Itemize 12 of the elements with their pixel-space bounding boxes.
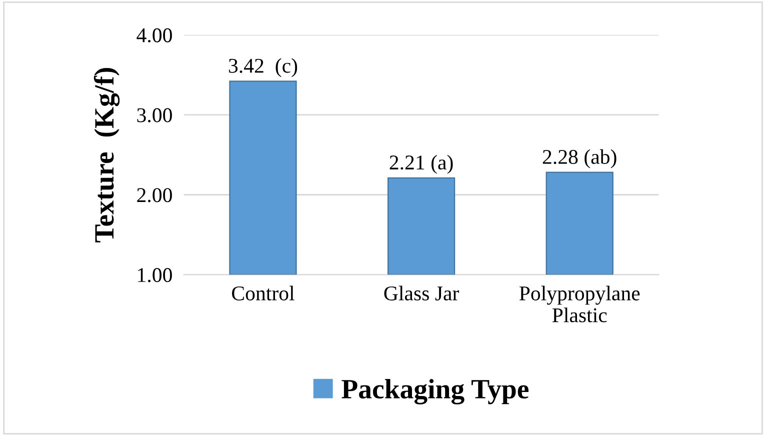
- data-label: 2.28 (ab): [542, 149, 616, 168]
- y-tick-label: 3.00: [137, 108, 172, 122]
- x-tick-label: Control: [232, 286, 294, 300]
- data-label: 3.42 (c): [228, 58, 298, 78]
- y-tick-label: 2.00: [137, 188, 172, 202]
- x-tick-label: Glass Jar: [384, 286, 460, 300]
- x-tick-label: Polypropylane Plastic: [519, 286, 640, 322]
- y-tick-label: 1.00: [138, 268, 172, 282]
- data-label: 2.21 (a): [390, 154, 453, 174]
- legend-label: Packaging Type: [342, 378, 529, 404]
- y-axis-title: Texture (Kg/f): [94, 68, 120, 242]
- y-tick-label: 4.00: [136, 28, 172, 42]
